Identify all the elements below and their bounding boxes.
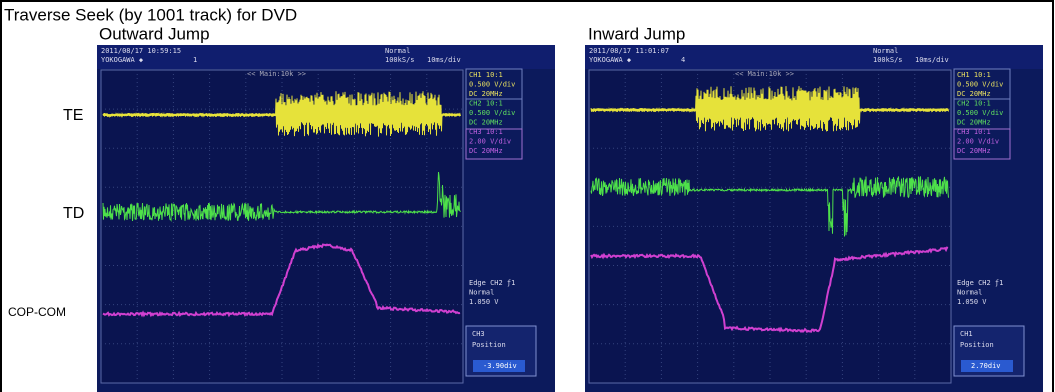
sample-rate: 100kS/s [873,56,903,64]
trigger-setting: 1.050 V [469,298,499,306]
knob-function: Position [472,341,506,349]
panel-heading: Outward Jump [99,24,210,43]
signal-label: COP-COM [8,305,66,319]
oscilloscope: 2011/08/17 11:01:07 Normal YOKOGAWA ◆ 4 100k… [585,45,1043,392]
channel-setting: 0.500 V/div [957,109,1003,117]
channel-setting: DC 20MHz [469,119,503,127]
trigger-setting: Edge CH2 ƒ1 [469,279,515,287]
knob-value: -3.90div [483,362,517,370]
trigger-setting: Normal [957,289,982,297]
trigger-setting: Normal [469,289,494,297]
acquisition-count: 4 [681,56,685,64]
channel-setting: DC 20MHz [957,147,991,155]
oscilloscope: 2011/08/17 10:59:15 Normal YOKOGAWA ◆ 1 100k… [97,45,555,392]
signal-label: TE [63,107,83,124]
timebase: 10ms/div [915,56,949,64]
timestamp: 2011/08/17 11:01:07 [589,47,669,55]
channel-setting: DC 20MHz [469,90,503,98]
acquisition-mode: Normal [385,47,410,55]
sample-rate: 100kS/s [385,56,415,64]
channel-setting: DC 20MHz [957,90,991,98]
acquisition-count: 1 [193,56,197,64]
timebase: 10ms/div [427,56,461,64]
channel-setting: CH1 10:1 [469,71,503,79]
channel-setting: DC 20MHz [469,147,503,155]
acquisition-mode: Normal [873,47,898,55]
brand: YOKOGAWA ◆ [589,56,632,64]
channel-setting: CH1 10:1 [957,71,991,79]
timestamp: 2011/08/17 10:59:15 [101,47,181,55]
figure: Traverse Seek (by 1001 track) for DVD Ou… [0,0,1055,392]
panel-heading: Inward Jump [588,24,685,43]
page: Traverse Seek (by 1001 track) for DVD Ou… [0,0,1055,392]
channel-setting: 0.500 V/div [957,81,1003,89]
knob-value: 2.70div [971,362,1001,370]
signal-label: TD [63,205,84,222]
brand: YOKOGAWA ◆ [101,56,144,64]
knob-channel: CH3 [472,330,485,338]
channel-setting: CH2 10:1 [957,100,991,108]
channel-setting: DC 20MHz [957,119,991,127]
zoom-label: << Main:10k >> [735,70,794,78]
knob-channel: CH1 [960,330,973,338]
channel-setting: CH2 10:1 [469,100,503,108]
figure-title: Traverse Seek (by 1001 track) for DVD [4,5,297,24]
trigger-setting: Edge CH2 ƒ1 [957,279,1003,287]
channel-setting: 2.00 V/div [957,138,999,146]
knob-function: Position [960,341,994,349]
trigger-setting: 1.050 V [957,298,987,306]
zoom-label: << Main:10k >> [247,70,306,78]
channel-setting: 0.500 V/div [469,81,515,89]
channel-setting: 2.00 V/div [469,138,511,146]
channel-setting: 0.500 V/div [469,109,515,117]
